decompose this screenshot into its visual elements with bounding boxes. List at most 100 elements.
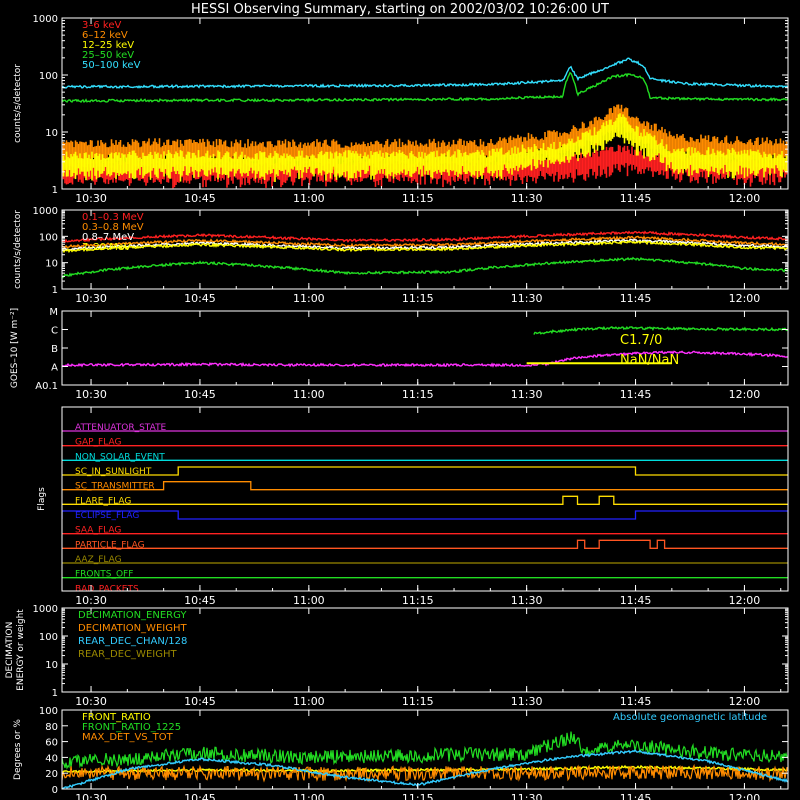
y-tick-label: 1000 bbox=[33, 14, 58, 25]
y-tick-label: 1 bbox=[52, 285, 58, 296]
series-50-100-kev bbox=[62, 57, 788, 89]
series-line bbox=[62, 350, 788, 368]
x-tick-label: 11:45 bbox=[620, 192, 652, 205]
y-axis-label: DECIMATION bbox=[5, 622, 15, 679]
flag-attenuator-state: ATTENUATOR_STATE bbox=[62, 423, 788, 433]
y-tick-label: 60 bbox=[45, 738, 58, 749]
x-tick-label: 10:45 bbox=[184, 792, 216, 800]
y-tick-label: 0 bbox=[52, 785, 58, 796]
x-tick-label: 11:45 bbox=[620, 388, 652, 401]
x-tick-label: 11:00 bbox=[293, 388, 325, 401]
x-tick-label: 11:15 bbox=[402, 695, 434, 708]
series-25-50-kev bbox=[62, 71, 788, 104]
flag-label: SC_TRANSMITTER bbox=[75, 482, 155, 492]
series-7-20-mev bbox=[62, 240, 788, 254]
x-tick-label: 12:00 bbox=[729, 594, 761, 607]
flag-line bbox=[62, 539, 788, 549]
x-tick-label: 11:30 bbox=[511, 792, 543, 800]
flag-label: NON_SOLAR_EVENT bbox=[75, 452, 165, 462]
y-axis-label: counts/s/detector bbox=[13, 64, 23, 143]
y-tick-label: A0.1 bbox=[35, 381, 58, 392]
y-tick-label: 10 bbox=[45, 128, 58, 139]
x-tick-label: 10:30 bbox=[75, 388, 107, 401]
panel-3: 10:30 10:45 11:00 11:15 11:30 11:45 12:00 A0.1 A… bbox=[10, 307, 789, 401]
flag-aaz-flag: AAZ_FLAG bbox=[62, 555, 788, 565]
y-tick-label: C bbox=[51, 326, 58, 337]
series-line bbox=[62, 57, 788, 89]
y-tick-label: 1000 bbox=[33, 206, 58, 217]
flag-line bbox=[62, 481, 788, 491]
series-max-det-vs-tot bbox=[62, 763, 788, 783]
x-tick-label: 12:00 bbox=[729, 192, 761, 205]
legend-entry: FRONT_RATIO bbox=[82, 712, 151, 723]
legend-entry: DECIMATION_ENERGY bbox=[78, 610, 187, 621]
series-0-8-7-mev bbox=[62, 238, 788, 251]
flag-sc-in-sunlight: SC_IN_SUNLIGHT bbox=[62, 466, 788, 477]
flag-eclipse-flag: ECLIPSE_FLAG bbox=[62, 510, 788, 521]
x-tick-label: 11:30 bbox=[511, 594, 543, 607]
y-tick-label: 100 bbox=[39, 232, 58, 243]
x-tick-label: 12:00 bbox=[729, 388, 761, 401]
legend-entry: FRONT_RATIO_1225 bbox=[82, 722, 181, 733]
panel-frame bbox=[61, 709, 789, 790]
y-tick-label: B bbox=[51, 344, 58, 355]
legend-entry: REAR_DEC_CHAN/128 bbox=[78, 636, 187, 647]
legend-entry: 3–6 keV bbox=[82, 20, 121, 31]
x-tick-label: 11:15 bbox=[402, 594, 434, 607]
series-line bbox=[62, 731, 788, 770]
y-tick-label: 100 bbox=[39, 71, 58, 82]
panel-6: 10:30 10:45 11:00 11:15 11:30 11:45 12:00 0 20 40… bbox=[13, 706, 789, 800]
flag-bad-packets: BAD_PACKETS bbox=[75, 584, 139, 594]
panel-5: 10:30 10:45 11:00 11:15 11:30 11:45 12:00 1 10 10… bbox=[5, 604, 789, 708]
series-absolute-geomagnetic-latitude bbox=[62, 749, 788, 789]
x-tick-label: 11:00 bbox=[293, 192, 325, 205]
panel-plot-area bbox=[62, 325, 788, 368]
y-tick-label: 40 bbox=[45, 753, 58, 764]
panel-plot-area bbox=[62, 731, 788, 789]
legend-entry: 7–20 MeV bbox=[82, 242, 131, 253]
y-axis-label: ENERGY or weight bbox=[16, 609, 26, 691]
flag-label: SC_IN_SUNLIGHT bbox=[75, 467, 152, 477]
x-tick-label: 11:15 bbox=[402, 292, 434, 305]
x-tick-label: 11:45 bbox=[620, 594, 652, 607]
y-tick-label: 100 bbox=[39, 632, 58, 643]
flag-label: ECLIPSE_FLAG bbox=[75, 511, 139, 521]
x-tick-label: 11:15 bbox=[402, 388, 434, 401]
panel-frame bbox=[61, 17, 789, 190]
x-tick-label: 10:30 bbox=[75, 695, 107, 708]
y-axis-label: counts/s/detector bbox=[13, 210, 23, 289]
x-tick-label: 11:30 bbox=[511, 292, 543, 305]
x-tick-label: 10:45 bbox=[184, 388, 216, 401]
x-tick-label: 11:00 bbox=[293, 594, 325, 607]
panel-1: 10:30 10:45 11:00 11:15 11:30 11:45 12:00 1 10 10… bbox=[13, 14, 789, 205]
flag-label: ATTENUATOR_STATE bbox=[75, 423, 167, 433]
x-tick-label: 10:45 bbox=[184, 292, 216, 305]
series-unnamed-1 bbox=[62, 350, 788, 368]
x-tick-label: 11:45 bbox=[620, 292, 652, 305]
series-line bbox=[62, 256, 788, 279]
panel-frame bbox=[61, 406, 789, 592]
legend-entry: 12–25 keV bbox=[82, 40, 134, 51]
series-unnamed-4 bbox=[62, 256, 788, 279]
x-tick-label: 10:30 bbox=[75, 192, 107, 205]
flag-label: GAP_FLAG bbox=[75, 438, 121, 448]
flag-fronts-off: FRONTS_OFF bbox=[62, 570, 788, 580]
x-tick-label: 11:30 bbox=[511, 388, 543, 401]
panel-plot-area bbox=[62, 57, 788, 189]
x-tick-label: 10:30 bbox=[75, 292, 107, 305]
x-tick-label: 11:00 bbox=[293, 695, 325, 708]
legend-entry: 25–50 keV bbox=[82, 50, 134, 61]
y-tick-label: M bbox=[49, 307, 58, 318]
panel-plot-area bbox=[62, 230, 788, 279]
x-tick-label: 10:45 bbox=[184, 192, 216, 205]
goes-annotation-class: C1.7/0 bbox=[620, 333, 662, 348]
legend-entry: 6–12 keV bbox=[82, 30, 128, 41]
legend-entry: 0.3–0.8 MeV bbox=[82, 222, 144, 233]
x-tick-label: 10:30 bbox=[75, 792, 107, 800]
x-tick-label: 12:00 bbox=[729, 695, 761, 708]
flag-label: BAD_PACKETS bbox=[75, 584, 139, 594]
x-tick-label: 11:00 bbox=[293, 292, 325, 305]
x-tick-label: 11:45 bbox=[620, 695, 652, 708]
series-0-3-0-8-mev bbox=[62, 235, 788, 249]
y-tick-label: 100 bbox=[39, 706, 58, 717]
